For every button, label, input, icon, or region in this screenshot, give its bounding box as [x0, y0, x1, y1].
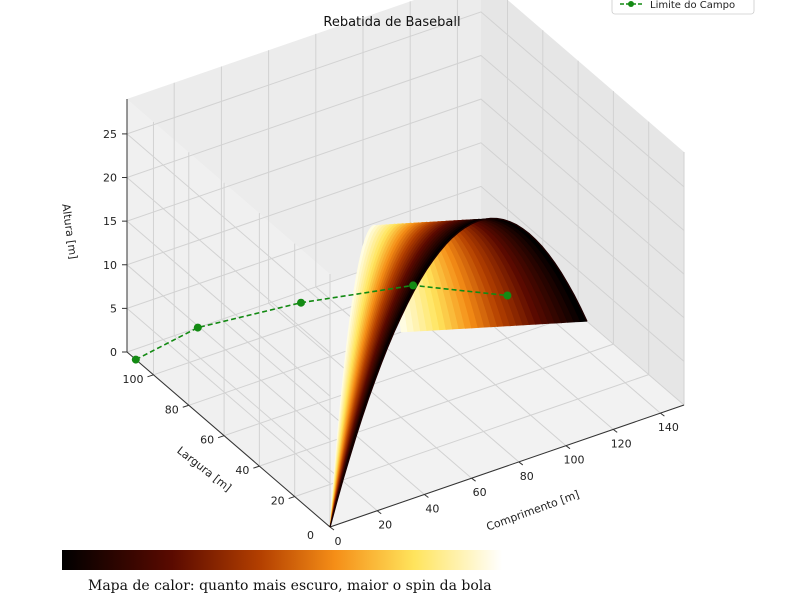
surface-edge-trajectory — [329, 217, 588, 528]
field-limit-point — [503, 291, 512, 300]
y-tick-label: 40 — [235, 464, 249, 477]
x-tick-mark — [518, 461, 524, 466]
field-limit-line — [131, 281, 512, 364]
x-tick-label: 0 — [335, 535, 342, 548]
y-tick-mark — [288, 496, 295, 500]
x-tick-label: 80 — [520, 470, 534, 483]
x-tick-label: 60 — [473, 486, 487, 499]
x-tick-mark — [660, 412, 665, 417]
z-tick-label: 25 — [103, 128, 117, 141]
side-pane — [481, 0, 684, 405]
colorbar — [62, 550, 502, 570]
z-tick-label: 5 — [110, 302, 117, 315]
y-tick-mark — [217, 435, 225, 439]
field-limit-point — [193, 323, 202, 332]
grid-line — [126, 11, 685, 310]
hit-surface — [329, 217, 588, 528]
z-axis-label: Altura [m] — [59, 203, 80, 260]
y-axis-label: Largura [m] — [174, 444, 233, 494]
axis-lines — [126, 99, 685, 528]
left-pane — [127, 99, 330, 527]
x-tick-mark — [565, 445, 571, 450]
y-tick-mark — [147, 374, 154, 378]
field-limit-point — [297, 298, 305, 307]
x-axis-line — [329, 404, 685, 528]
x-tick-mark — [376, 510, 382, 515]
y-tick-mark — [182, 404, 189, 408]
field-limit-path — [135, 284, 508, 361]
x-tick-mark — [471, 477, 476, 482]
x-axis-label: Comprimento [m] — [485, 488, 582, 534]
x-tick-label: 40 — [425, 503, 439, 516]
x-tick-label: 100 — [564, 454, 585, 467]
field-limit-point — [409, 281, 418, 290]
grid-line — [126, 142, 685, 441]
x-tick-mark — [612, 428, 618, 433]
y-tick-label: 80 — [165, 403, 179, 416]
grid-line — [126, 98, 685, 397]
colorbar-caption: Mapa de calor: quanto mais escuro, maior… — [88, 578, 492, 594]
legend-label: Limite do Campo — [650, 0, 735, 11]
tick-labels: 0 20 40 60 80 100 120 140 20 40 60 80 100 0 0 5 10 15 20 25 — [103, 128, 679, 548]
legend-marker — [628, 1, 634, 7]
y-tick-label: 100 — [123, 373, 144, 386]
chart-title: Rebatida de Baseball — [323, 15, 460, 30]
y-tick-mark — [253, 465, 260, 469]
y-tick-label: 60 — [200, 434, 214, 447]
x-tick-label: 140 — [658, 421, 679, 434]
z-tick-label: 10 — [103, 259, 117, 272]
grid-line — [126, 185, 685, 484]
field-limit-point — [131, 355, 140, 364]
x-tick-mark — [329, 526, 335, 531]
y-tick-label: 20 — [271, 495, 285, 508]
grid-line — [126, 54, 685, 353]
x-tick-mark — [424, 494, 429, 498]
y-axis-line — [126, 351, 331, 528]
z-tick-label: 15 — [103, 215, 117, 228]
z-tick-label: 0 — [110, 346, 117, 359]
y-tick-label: 0 — [307, 529, 314, 542]
legend: Limite do Campo — [611, 0, 755, 15]
z-tick-label: 20 — [103, 172, 117, 185]
x-tick-label: 20 — [378, 519, 392, 532]
x-tick-label: 120 — [611, 437, 632, 450]
